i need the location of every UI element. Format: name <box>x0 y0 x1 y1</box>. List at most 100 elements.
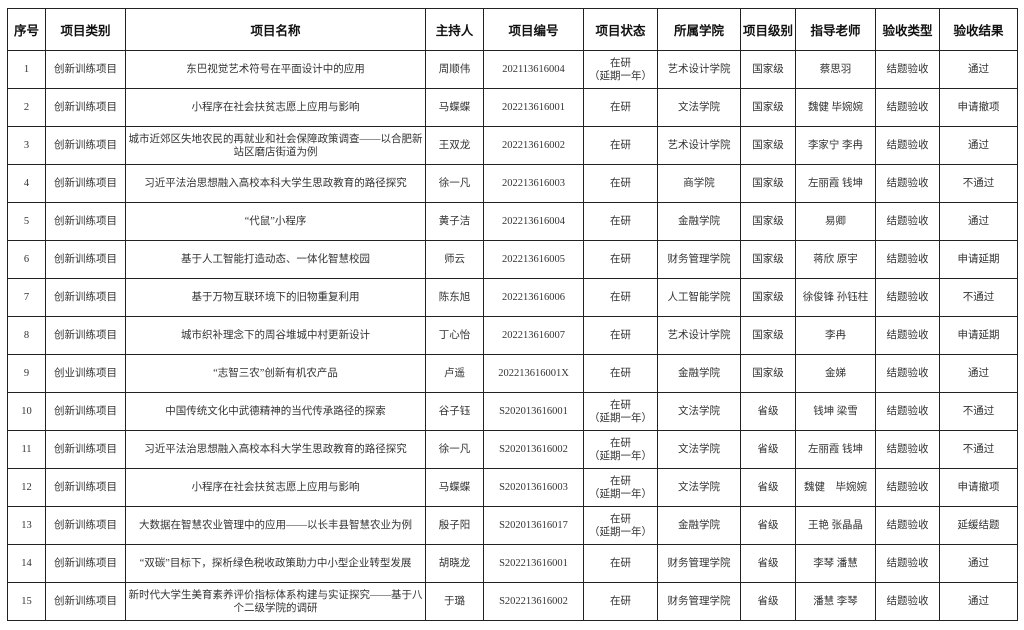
cell-status: 在研 <box>583 164 658 203</box>
cell-level: 省级 <box>740 544 796 583</box>
cell-check-type: 结题验收 <box>875 392 940 431</box>
cell-no: 2 <box>7 88 46 127</box>
cell-check-type: 结题验收 <box>875 240 940 279</box>
status-text: 在研 <box>610 513 631 525</box>
cell-category: 创新训练项目 <box>45 392 126 431</box>
cell-code: S202213616002 <box>483 582 584 621</box>
cell-name: 城市织补理念下的周谷堆城中村更新设计 <box>125 316 426 355</box>
cell-name: 习近平法治思想融入高校本科大学生思政教育的路径探究 <box>125 430 426 469</box>
cell-level: 省级 <box>740 506 796 545</box>
cell-result: 不通过 <box>939 392 1018 431</box>
table-row: 10 创新训练项目 中国传统文化中武德精神的当代传承路径的探索 谷子钰 S2020136… <box>7 392 1018 431</box>
cell-advisor: 李琴 潘慧 <box>795 544 876 583</box>
cell-leader: 黄子洁 <box>425 202 484 241</box>
cell-level: 国家级 <box>740 164 796 203</box>
cell-no: 1 <box>7 50 46 89</box>
cell-college: 金融学院 <box>657 354 741 393</box>
cell-leader: 胡晓龙 <box>425 544 484 583</box>
cell-advisor: 左丽霞 钱坤 <box>795 430 876 469</box>
col-header-advisor: 指导老师 <box>795 8 876 51</box>
cell-leader: 周顺伟 <box>425 50 484 89</box>
cell-advisor: 魏健 毕婉婉 <box>795 468 876 507</box>
cell-leader: 马蝶蝶 <box>425 468 484 507</box>
cell-no: 6 <box>7 240 46 279</box>
cell-status: 在研 （延期一年） <box>583 506 658 545</box>
cell-status: 在研 （延期一年） <box>583 50 658 89</box>
table-row: 7 创新训练项目 基于万物互联环境下的旧物重复利用 陈东旭 202213616006 在研… <box>7 278 1018 317</box>
cell-status: 在研 <box>583 202 658 241</box>
cell-check-type: 结题验收 <box>875 468 940 507</box>
table-body: 1 创新训练项目 东巴视觉艺术符号在平面设计中的应用 周顺伟 202113616004 在… <box>7 50 1018 621</box>
table-row: 6 创新训练项目 基于人工智能打造动态、一体化智慧校园 师云 202213616005 在… <box>7 240 1018 279</box>
cell-status: 在研 <box>583 126 658 165</box>
cell-level: 国家级 <box>740 316 796 355</box>
cell-leader: 于璐 <box>425 582 484 621</box>
cell-college: 财务管理学院 <box>657 240 741 279</box>
cell-check-type: 结题验收 <box>875 582 940 621</box>
cell-code: S202013616003 <box>483 468 584 507</box>
cell-name: 中国传统文化中武德精神的当代传承路径的探索 <box>125 392 426 431</box>
cell-no: 14 <box>7 544 46 583</box>
cell-status: 在研 <box>583 88 658 127</box>
table-row: 4 创新训练项目 习近平法治思想融入高校本科大学生思政教育的路径探究 徐一凡 20221… <box>7 164 1018 203</box>
col-header-leader: 主持人 <box>425 8 484 51</box>
table-row: 11 创新训练项目 习近平法治思想融入高校本科大学生思政教育的路径探究 徐一凡 S202… <box>7 430 1018 469</box>
cell-name: 大数据在智慧农业管理中的应用——以长丰县智慧农业为例 <box>125 506 426 545</box>
cell-category: 创新训练项目 <box>45 278 126 317</box>
cell-college: 文法学院 <box>657 392 741 431</box>
cell-college: 艺术设计学院 <box>657 50 741 89</box>
cell-level: 省级 <box>740 392 796 431</box>
cell-college: 人工智能学院 <box>657 278 741 317</box>
cell-advisor: 徐俊锋 孙钰柱 <box>795 278 876 317</box>
cell-college: 财务管理学院 <box>657 544 741 583</box>
cell-code: 202213616003 <box>483 164 584 203</box>
status-text: 在研 <box>610 368 631 379</box>
cell-check-type: 结题验收 <box>875 126 940 165</box>
cell-status: 在研 <box>583 316 658 355</box>
cell-result: 通过 <box>939 354 1018 393</box>
cell-college: 商学院 <box>657 164 741 203</box>
col-header-check-type: 验收类型 <box>875 8 940 51</box>
cell-name: 习近平法治思想融入高校本科大学生思政教育的路径探究 <box>125 164 426 203</box>
status-text: 在研 <box>610 178 631 189</box>
col-header-no: 序号 <box>7 8 46 51</box>
table-row: 1 创新训练项目 东巴视觉艺术符号在平面设计中的应用 周顺伟 202113616004 在… <box>7 50 1018 89</box>
cell-code: 202213616001X <box>483 354 584 393</box>
status-text: 在研 <box>610 216 631 227</box>
cell-level: 省级 <box>740 430 796 469</box>
cell-code: 202213616004 <box>483 202 584 241</box>
cell-category: 创新训练项目 <box>45 240 126 279</box>
cell-level: 国家级 <box>740 202 796 241</box>
cell-result: 申请撤项 <box>939 468 1018 507</box>
cell-no: 4 <box>7 164 46 203</box>
cell-level: 国家级 <box>740 354 796 393</box>
cell-no: 10 <box>7 392 46 431</box>
table-row: 5 创新训练项目 “代鼠”小程序 黄子洁 202213616004 在研 金融学院 国家级 易卿… <box>7 202 1018 241</box>
cell-category: 创新训练项目 <box>45 506 126 545</box>
status-text: 在研 <box>610 254 631 265</box>
cell-no: 9 <box>7 354 46 393</box>
status-note: （延期一年） <box>589 488 652 500</box>
cell-advisor: 易卿 <box>795 202 876 241</box>
cell-advisor: 王艳 张晶晶 <box>795 506 876 545</box>
status-text: 在研 <box>610 102 631 113</box>
cell-advisor: 蔡思羽 <box>795 50 876 89</box>
cell-category: 创新训练项目 <box>45 88 126 127</box>
cell-name: 东巴视觉艺术符号在平面设计中的应用 <box>125 50 426 89</box>
cell-college: 文法学院 <box>657 468 741 507</box>
cell-status: 在研 （延期一年） <box>583 430 658 469</box>
cell-status: 在研 <box>583 278 658 317</box>
cell-name: 小程序在社会扶贫志愿上应用与影响 <box>125 468 426 507</box>
status-text: 在研 <box>610 558 631 569</box>
header-row: 序号 项目类别 项目名称 主持人 项目编号 项目状态 所属学院 项目级别 指导老师 验收类型 验收结… <box>7 8 1018 51</box>
col-header-category: 项目类别 <box>45 8 126 51</box>
cell-level: 国家级 <box>740 50 796 89</box>
status-note: （延期一年） <box>589 412 652 424</box>
cell-check-type: 结题验收 <box>875 278 940 317</box>
cell-no: 12 <box>7 468 46 507</box>
cell-college: 财务管理学院 <box>657 582 741 621</box>
cell-category: 创新训练项目 <box>45 430 126 469</box>
status-text: 在研 <box>610 596 631 607</box>
cell-leader: 殷子阳 <box>425 506 484 545</box>
cell-check-type: 结题验收 <box>875 430 940 469</box>
